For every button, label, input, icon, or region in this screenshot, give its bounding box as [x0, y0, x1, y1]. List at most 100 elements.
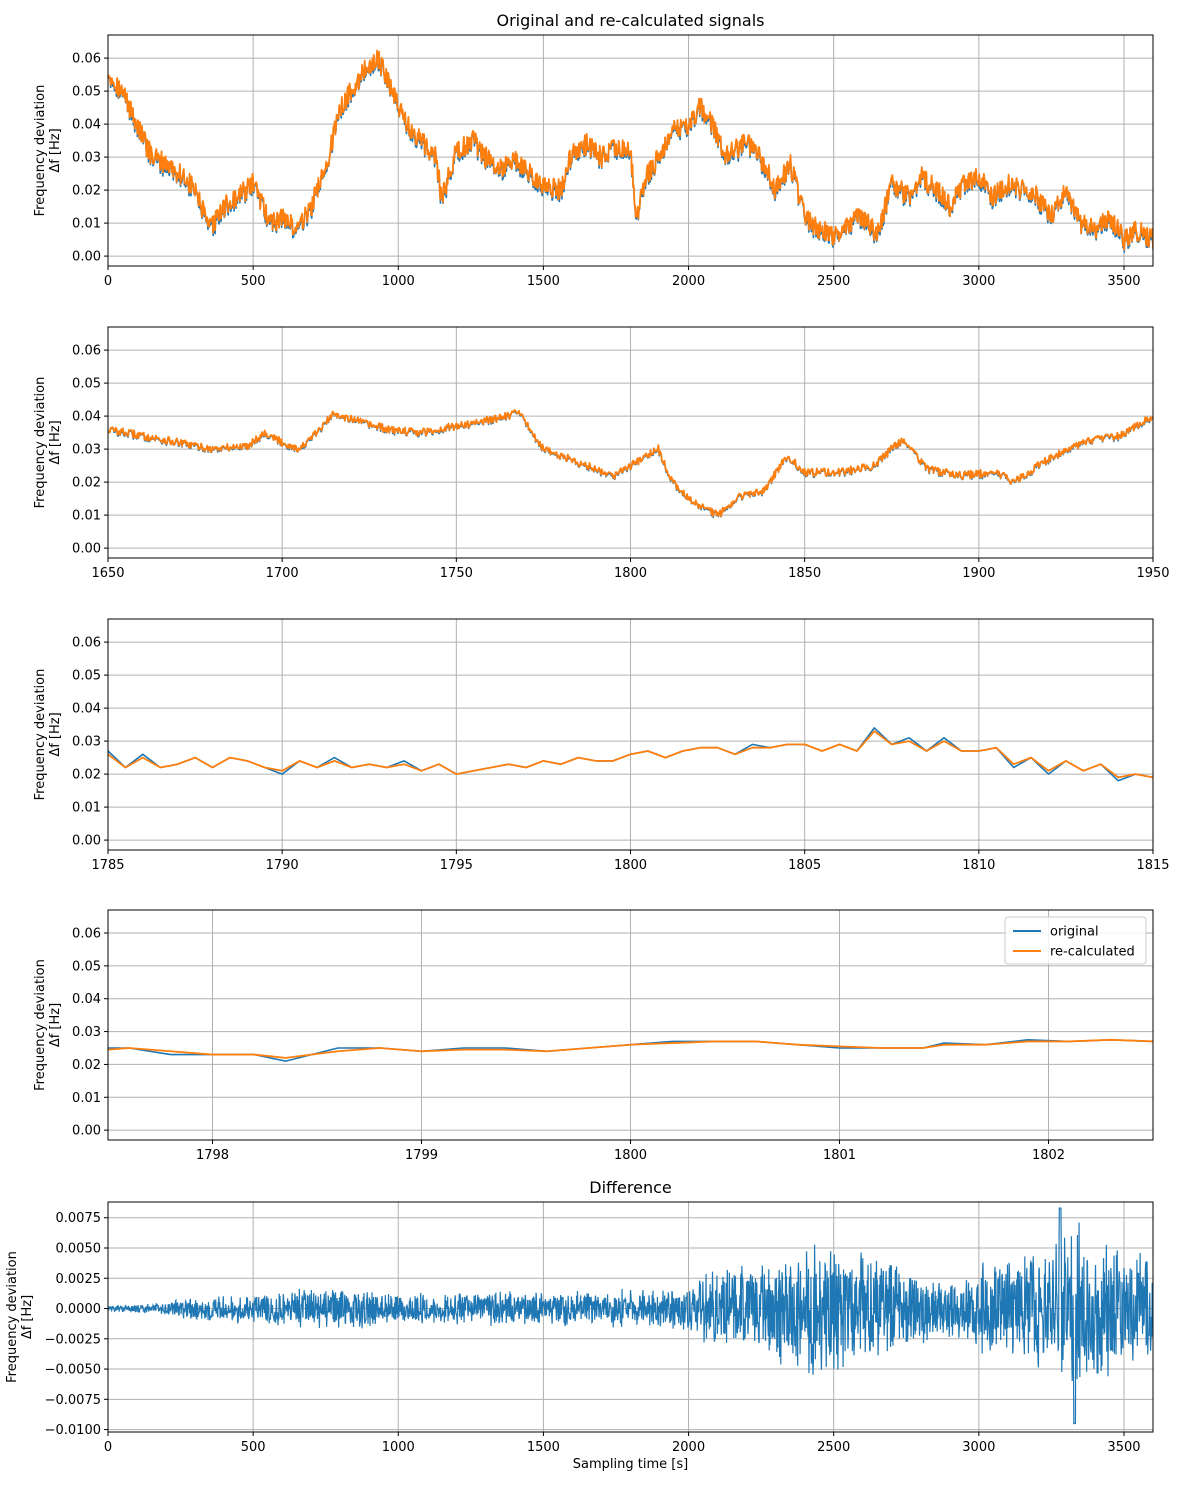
- legend-label: original: [1050, 925, 1099, 940]
- x-tick-label: 1650: [91, 566, 124, 581]
- x-tick-label: 2500: [817, 1440, 850, 1455]
- subplot-1: 0.00 0.01 0.02 0.03 0.04 0.05 0.06 0 500 1000 1500…: [33, 11, 1154, 289]
- y-tick-label: 0.01: [72, 1091, 101, 1106]
- x-tick-label: 1800: [614, 1148, 647, 1163]
- y-tick-label: 0.0000: [56, 1302, 102, 1317]
- legend: original re-calculated: [1004, 916, 1147, 965]
- y-tick-label: 0.05: [72, 669, 101, 684]
- y-axis-label-line: Δf [Hz]: [48, 128, 63, 172]
- x-tick-label: 1815: [1136, 858, 1169, 873]
- x-tick-label: 1000: [382, 1440, 415, 1455]
- y-axis-label-line: Δf [Hz]: [48, 712, 63, 756]
- series-line-re-calculated: [108, 1038, 1153, 1059]
- series-line-re-calculated: [108, 409, 1153, 518]
- y-tick-label: 0.05: [72, 85, 101, 100]
- x-tick-label: 1795: [440, 858, 473, 873]
- y-tick-label: 0.03: [72, 151, 101, 166]
- x-tick-label: 3000: [962, 274, 995, 289]
- x-tick-label: 1799: [405, 1148, 438, 1163]
- y-axis-label-line: Δf [Hz]: [48, 1003, 63, 1047]
- y-axis-label: Frequency deviationΔf [Hz]: [5, 1251, 35, 1383]
- x-tick-label: 1850: [788, 566, 821, 581]
- x-tick-label: 1785: [91, 858, 124, 873]
- y-tick-label: 0.03: [72, 1025, 101, 1040]
- x-tick-label: 1805: [788, 858, 821, 873]
- legend-box: [1004, 916, 1147, 965]
- x-tick-label: 1900: [962, 566, 995, 581]
- y-tick-label: 0.01: [72, 217, 101, 232]
- plot-area: [108, 1038, 1153, 1062]
- y-tick-label: 0.03: [72, 735, 101, 750]
- x-tick-label: 1750: [440, 566, 473, 581]
- y-tick-label: −0.0075: [45, 1393, 101, 1408]
- y-axis-label: Frequency deviationΔf [Hz]: [33, 669, 63, 801]
- y-tick-label: 0.03: [72, 443, 101, 458]
- y-tick-label: 0.0050: [56, 1242, 102, 1257]
- chart-title: Difference: [589, 1178, 671, 1197]
- y-tick-label: 0.01: [72, 509, 101, 524]
- y-axis-label-line: Frequency deviation: [5, 1251, 20, 1383]
- y-tick-label: 0.01: [72, 801, 101, 816]
- y-tick-label: 0.02: [72, 184, 101, 199]
- y-tick-label: 0.04: [72, 410, 101, 425]
- y-axis-label: Frequency deviationΔf [Hz]: [33, 959, 63, 1091]
- y-tick-label: 0.06: [72, 344, 101, 359]
- y-tick-label: 0.06: [72, 927, 101, 942]
- x-tick-label: 1801: [823, 1148, 856, 1163]
- x-tick-label: 3000: [962, 1440, 995, 1455]
- y-tick-label: 0.05: [72, 377, 101, 392]
- y-tick-label: 0.05: [72, 959, 101, 974]
- subplot-3: 0.00 0.01 0.02 0.03 0.04 0.05 0.06 1785 1790 1795…: [33, 618, 1170, 873]
- x-tick-label: 1700: [266, 566, 299, 581]
- y-axis-label-line: Frequency deviation: [33, 377, 48, 509]
- y-axis-label-line: Frequency deviation: [33, 85, 48, 217]
- y-tick-label: 0.02: [72, 1058, 101, 1073]
- x-tick-label: 1800: [614, 858, 647, 873]
- y-tick-label: 0.06: [72, 52, 101, 67]
- axes-frame: [107, 34, 1154, 267]
- x-tick-label: 3500: [1107, 274, 1140, 289]
- subplot-4: 0.00 0.01 0.02 0.03 0.04 0.05 0.06 1798 1799 1800…: [33, 909, 1154, 1163]
- y-tick-label: −0.0100: [45, 1423, 101, 1438]
- legend-label: re-calculated: [1050, 945, 1135, 960]
- series-line-difference: [108, 1207, 1153, 1425]
- x-tick-label: 500: [241, 1440, 266, 1455]
- x-tick-label: 0: [104, 1440, 112, 1455]
- plot-area: [108, 727, 1153, 782]
- x-tick-label: 1500: [527, 1440, 560, 1455]
- x-tick-label: 1000: [382, 274, 415, 289]
- y-tick-label: 0.04: [72, 118, 101, 133]
- x-tick-label: 1950: [1136, 566, 1169, 581]
- axes-frame: [107, 618, 1154, 851]
- y-tick-label: 0.02: [72, 476, 101, 491]
- axes-frame: [107, 326, 1154, 559]
- x-tick-label: 2000: [672, 1440, 705, 1455]
- x-tick-label: 2000: [672, 274, 705, 289]
- subplot-2: 0.00 0.01 0.02 0.03 0.04 0.05 0.06 1650 1700 1750…: [33, 326, 1170, 581]
- y-tick-label: −0.0050: [45, 1363, 101, 1378]
- axes-frame: [107, 909, 1154, 1141]
- series-line-re-calculated: [108, 730, 1153, 779]
- x-tick-label: 1790: [266, 858, 299, 873]
- y-tick-label: 0.00: [72, 542, 101, 557]
- x-tick-label: 500: [241, 274, 266, 289]
- y-tick-label: 0.00: [72, 1124, 101, 1139]
- y-axis-label-line: Frequency deviation: [33, 959, 48, 1091]
- x-tick-label: 1500: [527, 274, 560, 289]
- y-tick-label: −0.0025: [45, 1332, 101, 1347]
- x-axis-label: Sampling time [s]: [573, 1457, 688, 1472]
- x-tick-label: 1802: [1032, 1148, 1065, 1163]
- y-tick-label: 0.04: [72, 992, 101, 1007]
- plot-area: [108, 49, 1153, 253]
- x-tick-label: 1800: [614, 566, 647, 581]
- plot-area: [108, 1207, 1153, 1425]
- plot-area: [108, 409, 1153, 519]
- y-tick-label: 0.0075: [56, 1211, 102, 1226]
- x-tick-label: 2500: [817, 274, 850, 289]
- x-tick-label: 1810: [962, 858, 995, 873]
- subplot-5: 0.0075 0.0050 0.0025 0.0000 −0.0025 −0.0050 −0…: [5, 1178, 1154, 1472]
- y-tick-label: 0.00: [72, 834, 101, 849]
- y-tick-label: 0.04: [72, 702, 101, 717]
- chart-title: Original and re-calculated signals: [497, 11, 765, 30]
